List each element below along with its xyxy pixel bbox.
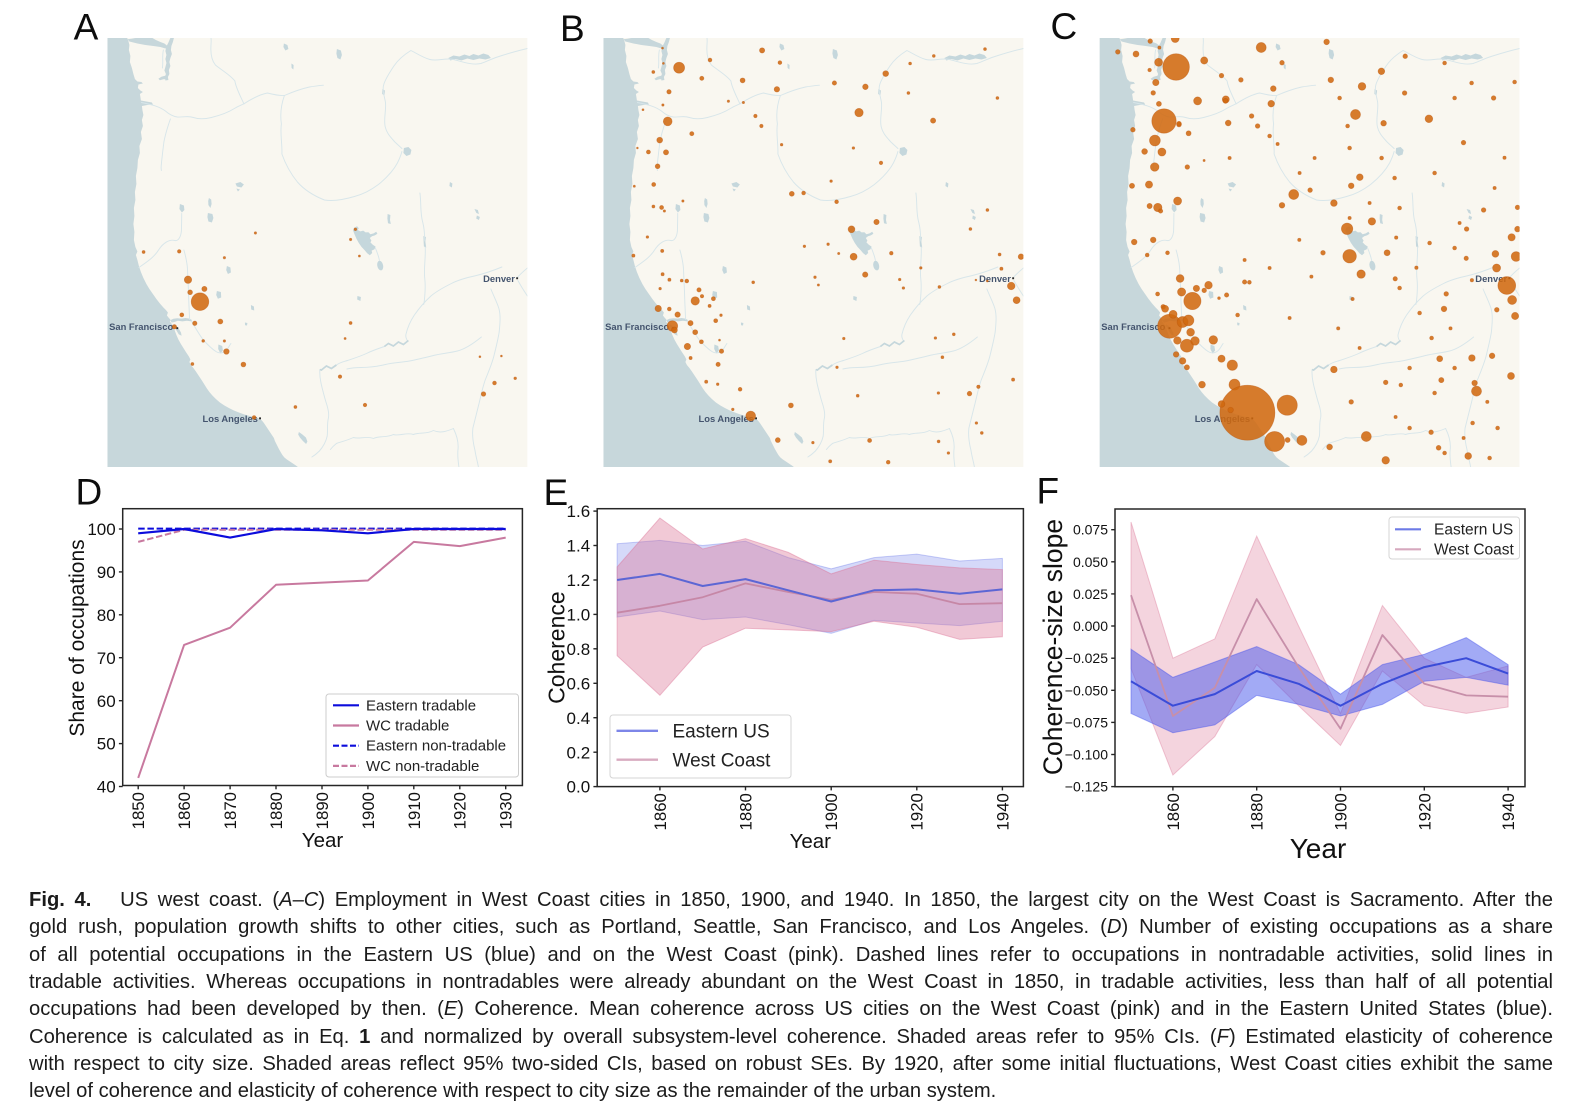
svg-text:C: C [1051, 6, 1078, 47]
svg-text:Eastern tradable: Eastern tradable [366, 697, 476, 714]
svg-text:70: 70 [97, 649, 116, 668]
svg-text:0.2: 0.2 [567, 743, 591, 762]
svg-text:−0.125: −0.125 [1065, 779, 1108, 795]
svg-text:1.2: 1.2 [567, 571, 591, 590]
svg-text:0.0: 0.0 [567, 778, 591, 797]
svg-text:1860: 1860 [1164, 793, 1183, 830]
svg-text:Denver: Denver [979, 273, 1011, 284]
svg-text:1920: 1920 [1415, 793, 1434, 830]
svg-text:B: B [560, 8, 585, 49]
svg-text:−0.050: −0.050 [1065, 682, 1108, 698]
svg-text:1910: 1910 [405, 792, 424, 829]
svg-text:1900: 1900 [1332, 793, 1351, 830]
svg-text:Year: Year [302, 829, 344, 852]
svg-text:San Francisco: San Francisco [109, 321, 173, 332]
svg-text:Los Angeles: Los Angeles [202, 413, 257, 424]
svg-text:0.6: 0.6 [567, 674, 591, 693]
svg-text:1870: 1870 [221, 792, 240, 829]
svg-text:D: D [76, 471, 103, 512]
svg-text:WC non-tradable: WC non-tradable [366, 758, 479, 775]
svg-text:0.025: 0.025 [1073, 586, 1108, 602]
svg-text:Year: Year [1290, 833, 1347, 864]
svg-text:1860: 1860 [651, 793, 670, 830]
svg-text:0.050: 0.050 [1073, 554, 1108, 570]
svg-text:Eastern US: Eastern US [673, 722, 770, 743]
svg-text:San Francisco: San Francisco [605, 321, 669, 332]
svg-text:1880: 1880 [267, 792, 286, 829]
svg-text:Los Angeles: Los Angeles [698, 413, 753, 424]
svg-text:100: 100 [87, 520, 115, 539]
svg-text:Coherence-size slope: Coherence-size slope [1038, 519, 1068, 775]
svg-text:1890: 1890 [313, 792, 332, 829]
svg-text:Denver: Denver [483, 273, 515, 284]
svg-text:0.075: 0.075 [1073, 522, 1108, 538]
svg-text:San Francisco: San Francisco [1101, 321, 1165, 332]
svg-text:1900: 1900 [359, 792, 378, 829]
svg-text:Share of occupations: Share of occupations [66, 539, 89, 736]
svg-text:80: 80 [97, 606, 116, 625]
svg-text:Coherence: Coherence [544, 591, 570, 704]
svg-text:−0.025: −0.025 [1065, 650, 1108, 666]
svg-text:Denver: Denver [1475, 273, 1507, 284]
svg-text:1920: 1920 [451, 792, 470, 829]
svg-text:West Coast: West Coast [673, 751, 772, 772]
svg-text:0.8: 0.8 [567, 640, 591, 659]
svg-text:60: 60 [97, 692, 116, 711]
svg-text:Eastern US: Eastern US [1434, 521, 1513, 538]
svg-text:A: A [74, 6, 99, 47]
svg-text:1.4: 1.4 [567, 537, 591, 556]
svg-text:−0.075: −0.075 [1065, 714, 1108, 730]
svg-text:1880: 1880 [737, 793, 756, 830]
svg-text:1880: 1880 [1248, 793, 1267, 830]
svg-text:0.000: 0.000 [1073, 618, 1108, 634]
svg-text:1930: 1930 [497, 792, 516, 829]
svg-text:WC tradable: WC tradable [366, 718, 449, 735]
svg-text:West Coast: West Coast [1434, 541, 1515, 558]
svg-text:1900: 1900 [822, 793, 841, 830]
svg-text:0.4: 0.4 [567, 709, 591, 728]
svg-text:E: E [544, 472, 569, 513]
svg-text:1.0: 1.0 [567, 606, 591, 625]
svg-text:Year: Year [790, 830, 832, 853]
svg-text:50: 50 [97, 735, 116, 754]
svg-text:Eastern non-tradable: Eastern non-tradable [366, 738, 506, 755]
svg-text:1860: 1860 [175, 792, 194, 829]
svg-text:F: F [1037, 471, 1060, 512]
svg-text:90: 90 [97, 563, 116, 582]
svg-text:1920: 1920 [908, 793, 927, 830]
svg-text:1.6: 1.6 [567, 502, 591, 521]
svg-text:40: 40 [97, 778, 116, 797]
svg-text:1940: 1940 [1499, 793, 1518, 830]
svg-text:1940: 1940 [993, 793, 1012, 830]
svg-text:−0.100: −0.100 [1065, 747, 1108, 763]
svg-text:1850: 1850 [129, 792, 148, 829]
